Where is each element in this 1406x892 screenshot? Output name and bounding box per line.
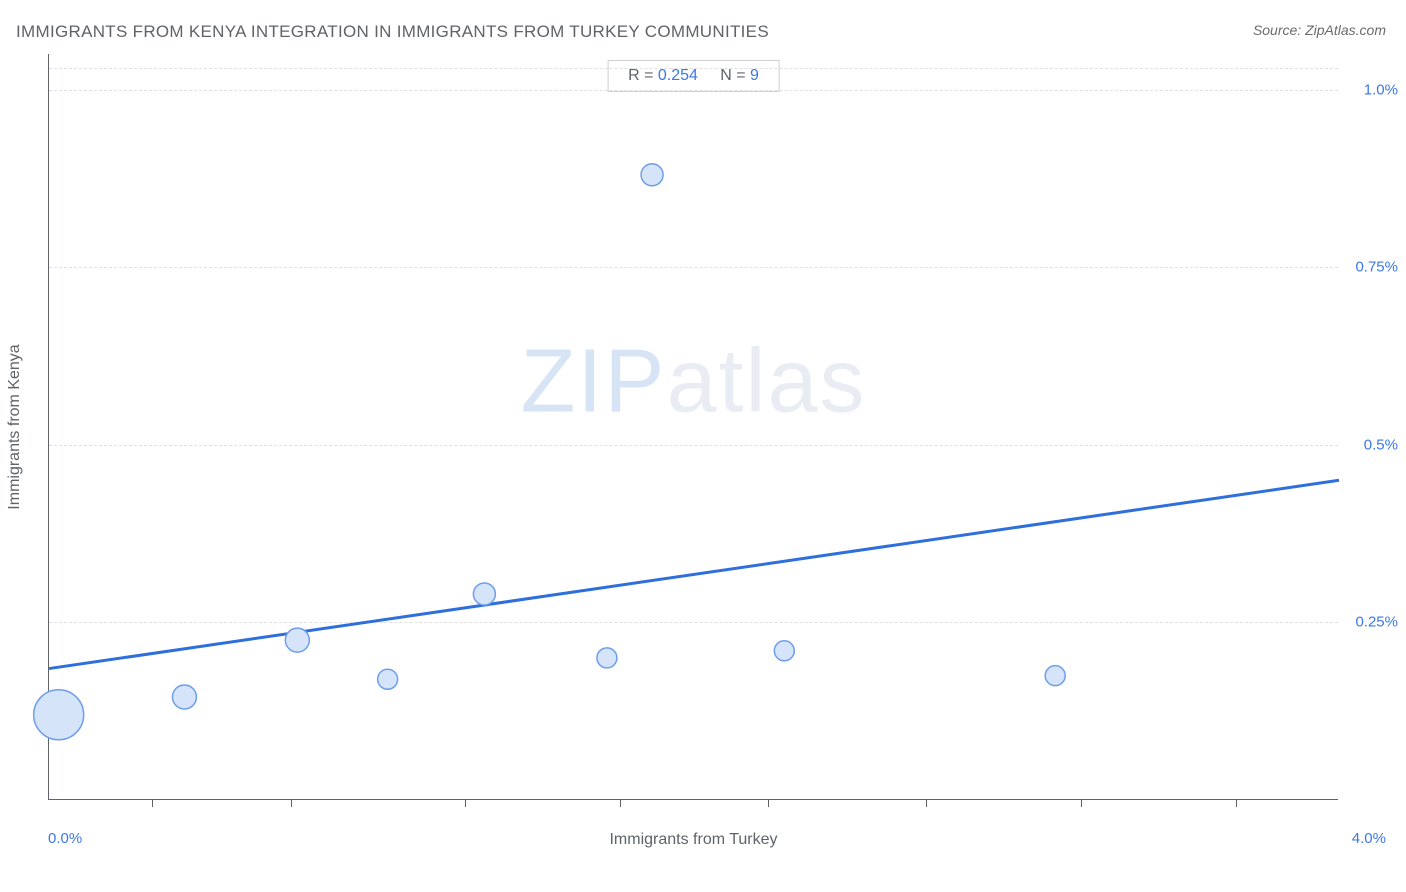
chart-title: IMMIGRANTS FROM KENYA INTEGRATION IN IMM…: [16, 22, 769, 42]
trend-line: [49, 480, 1339, 668]
x-tick: [620, 799, 621, 807]
data-point: [473, 583, 495, 605]
x-axis-start-label: 0.0%: [48, 830, 82, 847]
data-point: [172, 685, 196, 709]
x-tick: [465, 799, 466, 807]
source-attribution: Source: ZipAtlas.com: [1253, 22, 1386, 38]
y-tick-label: 0.5%: [1348, 436, 1398, 453]
x-tick: [768, 799, 769, 807]
data-point: [285, 628, 309, 652]
x-tick: [1081, 799, 1082, 807]
data-point: [1045, 666, 1065, 686]
data-point: [378, 669, 398, 689]
x-axis-label: Immigrants from Turkey: [49, 831, 1338, 849]
x-tick: [152, 799, 153, 807]
data-point: [774, 641, 794, 661]
plot-area: ZIPatlas R = 0.254 N = 9 0.25%0.5%0.75%1…: [48, 54, 1338, 800]
y-tick-label: 0.75%: [1348, 259, 1398, 276]
x-tick: [291, 799, 292, 807]
y-axis-label: Immigrants from Kenya: [6, 344, 24, 509]
x-axis-end-label: 4.0%: [1352, 830, 1386, 847]
data-point: [34, 690, 84, 740]
y-tick-label: 0.25%: [1348, 614, 1398, 631]
data-point: [597, 648, 617, 668]
scatter-svg: [49, 54, 1338, 799]
x-tick: [1236, 799, 1237, 807]
data-point: [641, 164, 663, 186]
x-tick: [926, 799, 927, 807]
y-tick-label: 1.0%: [1348, 81, 1398, 98]
